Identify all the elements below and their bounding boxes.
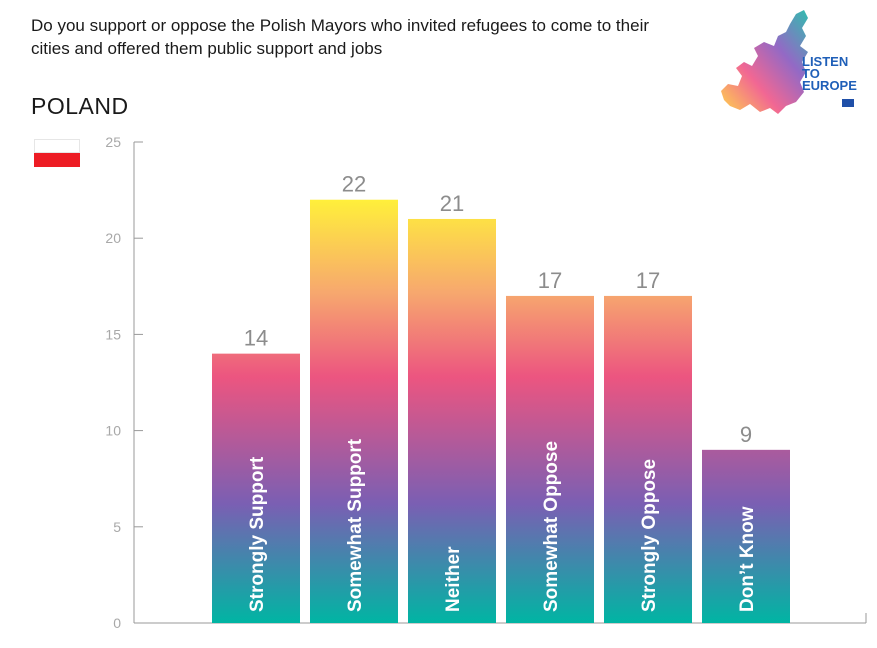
bar — [310, 199, 398, 623]
bar — [604, 295, 692, 623]
bar — [506, 295, 594, 623]
bar-value-label: 21 — [440, 191, 464, 216]
bar — [212, 353, 300, 623]
logo-line-europe: EUROPE — [802, 78, 857, 93]
chart-question: Do you support or oppose the Polish Mayo… — [31, 16, 650, 58]
bar-value-label: 17 — [538, 268, 562, 293]
y-tick-label: 15 — [105, 326, 121, 342]
category-label: Neither — [443, 546, 464, 612]
bar — [408, 218, 496, 623]
country-label: POLAND — [31, 93, 129, 119]
poland-flag-icon — [34, 139, 80, 167]
category-label: Don’t Know — [737, 506, 758, 612]
logo-text: LISTEN TO EUROPE — [802, 54, 857, 93]
bar — [702, 449, 790, 623]
bar-value-label: 17 — [636, 268, 660, 293]
bar-value-label: 9 — [740, 422, 752, 447]
category-label: Strongly Oppose — [639, 459, 660, 612]
chart-bars: 14 Strongly Support 22 Somewhat Support 21 Ne… — [212, 172, 790, 623]
y-tick-label: 5 — [113, 519, 121, 535]
listen-to-europe-logo: LISTEN TO EUROPE — [716, 6, 866, 119]
y-tick-label: 0 — [113, 615, 121, 631]
eu-flag-icon — [842, 99, 854, 107]
bar-value-label: 22 — [342, 172, 366, 197]
category-label: Somewhat Support — [345, 438, 366, 612]
flag-white-stripe — [34, 139, 80, 153]
europe-map-icon — [721, 10, 808, 114]
y-tick-label: 20 — [105, 230, 121, 246]
logo-line-listen: LISTEN — [802, 54, 849, 69]
logo-line-to: TO — [802, 66, 820, 81]
y-tick-label: 10 — [105, 423, 121, 439]
bar-value-label: 14 — [244, 326, 268, 351]
flag-red-stripe — [34, 153, 80, 167]
category-label: Somewhat Oppose — [541, 441, 562, 612]
category-label: Strongly Support — [247, 456, 268, 612]
y-tick-label: 25 — [105, 134, 121, 150]
